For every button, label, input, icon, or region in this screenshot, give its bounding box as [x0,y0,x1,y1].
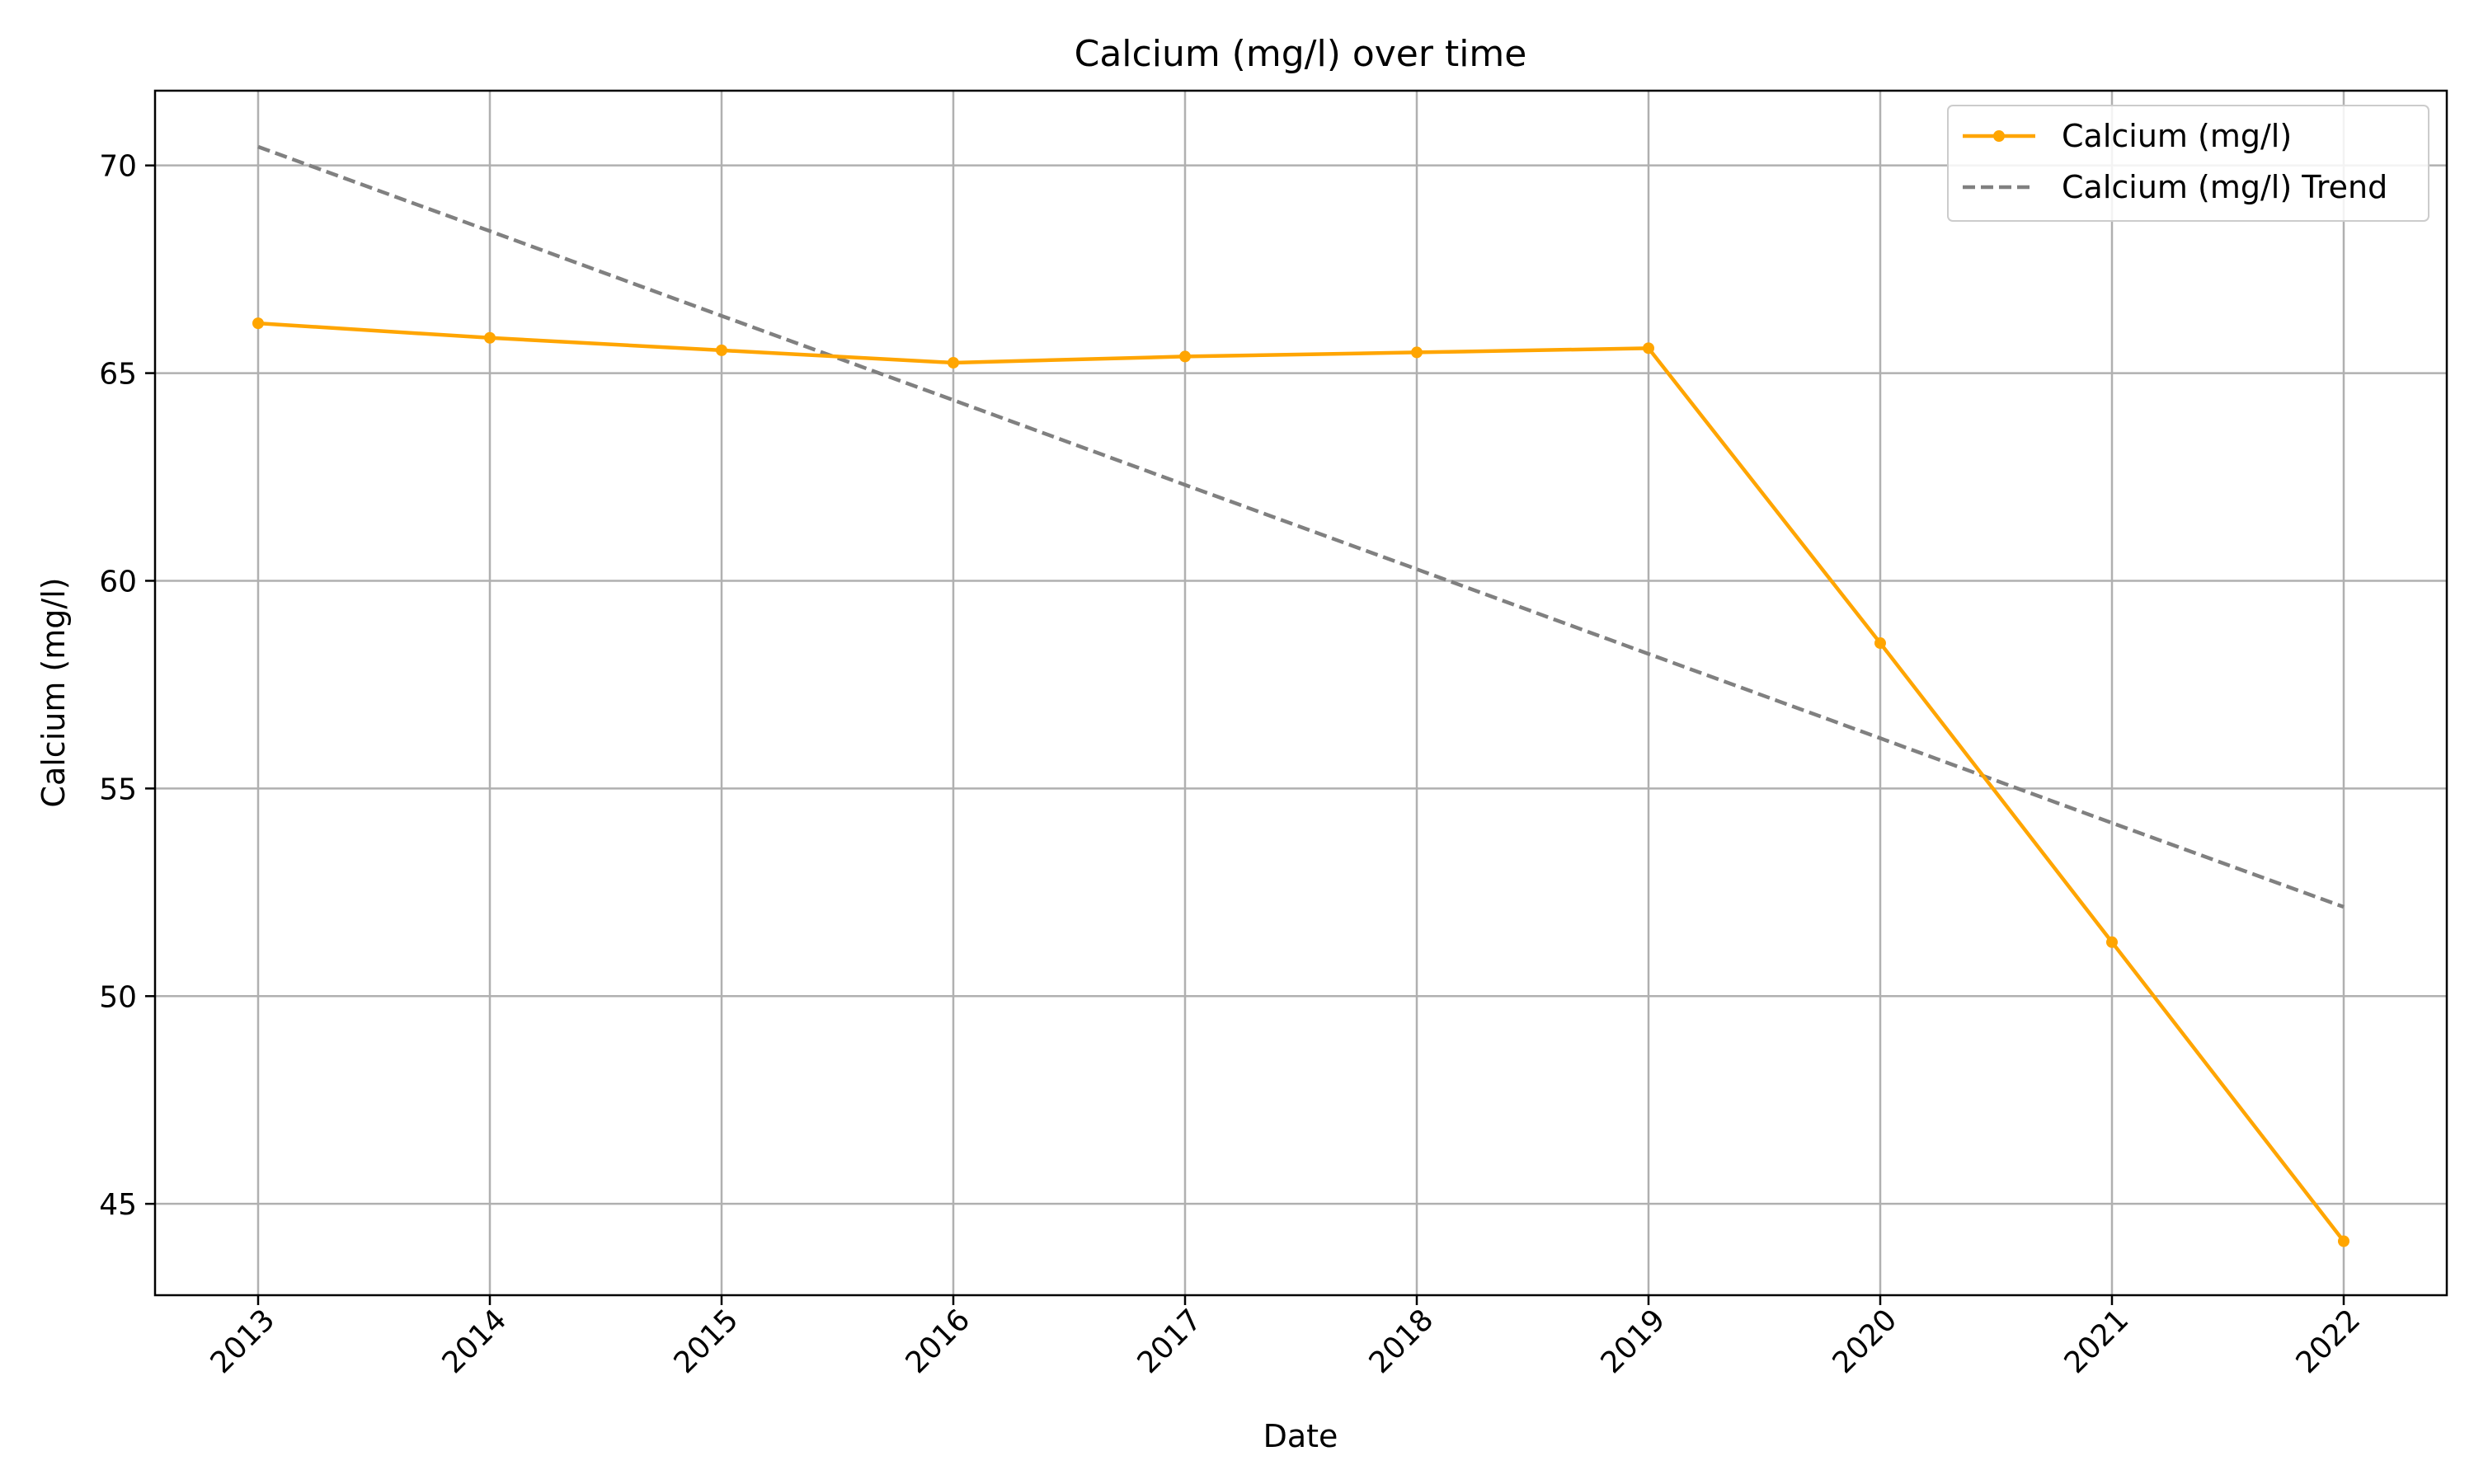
y-tick-label: 60 [99,565,137,599]
x-axis-label: Date [1263,1418,1338,1454]
legend-box [1947,105,2429,222]
data-point [1874,637,1886,650]
trend-line [257,144,2345,909]
legend-entries: Calcium (mg/l) Calcium (mg/l) Trend [1963,118,2387,205]
data-point [2106,936,2118,948]
series-layer [252,144,2349,1247]
y-axis-label: Calcium (mg/l) [35,577,72,807]
legend-label: Calcium (mg/l) Trend [2062,169,2387,205]
y-tick-label: 55 [99,773,137,806]
data-point [1179,350,1191,363]
data-point [1411,346,1423,359]
chart-title: Calcium (mg/l) over time [1075,33,1527,75]
grid [155,91,2447,1295]
data-point [484,331,496,344]
plot-frame [153,89,2448,1297]
legend-label: Calcium (mg/l) [2062,118,2292,154]
data-point [1643,342,1654,355]
legend-marker [1993,130,2005,142]
data-point [252,317,264,330]
series-line [257,321,2345,1242]
y-tick-label: 45 [99,1188,137,1222]
y-tick-label: 50 [99,980,137,1014]
data-point [716,344,727,356]
y-tick-label: 70 [99,150,137,184]
data-point [2338,1235,2349,1247]
y-tick-label: 65 [99,358,137,392]
legend: Calcium (mg/l) Calcium (mg/l) Trend [1947,105,2429,222]
data-point [948,356,959,369]
